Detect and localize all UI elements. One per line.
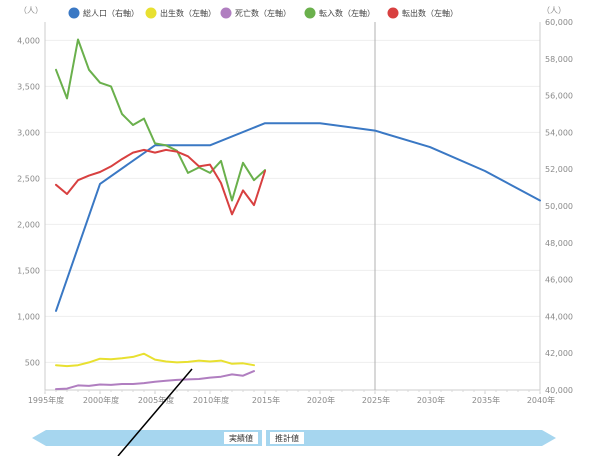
axes: 500 1,000 1,500 2,000 2,500 3,000 3,500 4,000 40… [17, 6, 573, 405]
left-tick-label: 1,000 [17, 312, 40, 321]
projected-label-box [270, 432, 304, 444]
series-line-3 [55, 38, 266, 202]
x-tick-label: 2005年度 [138, 395, 174, 405]
legend-marker [68, 7, 80, 19]
left-tick-label: 3,000 [17, 128, 40, 137]
right-axis-unit: （人） [542, 6, 566, 15]
x-tick-label: 2030年 [417, 395, 445, 405]
projected-period-label: 推計値 [275, 433, 299, 443]
right-tick-label: 46,000 [545, 276, 573, 285]
left-axis-unit: （人） [19, 6, 43, 15]
left-tick-label: 500 [25, 358, 40, 367]
left-tick-label: 1,500 [17, 266, 40, 275]
right-tick-label: 42,000 [545, 349, 573, 358]
x-tick-label: 2035年 [472, 395, 500, 405]
callout-pointer-line [117, 368, 193, 457]
left-tick-label: 2,500 [17, 174, 40, 183]
actual-period-label: 実績値 [229, 433, 253, 443]
x-tick-label: 2015年 [252, 395, 280, 405]
actual-period-arrow [32, 430, 262, 446]
legend-label: 出生数（左軸） [160, 8, 216, 18]
left-tick-label: 4,000 [17, 36, 40, 45]
x-tick-label: 2040年 [527, 395, 555, 405]
series-lines [55, 38, 541, 391]
legend: 総人口（右軸） 出生数（左軸） 死亡数（左軸） 転入数（左軸） 転出数（左軸） [68, 7, 458, 19]
right-tick-label: 60,000 [545, 18, 573, 27]
right-tick-label: 54,000 [545, 128, 573, 137]
series-line-0 [55, 122, 541, 312]
grid-lines [45, 39, 540, 363]
series-line-4 [55, 148, 266, 216]
right-tick-label: 56,000 [545, 92, 573, 101]
left-tick-label: 3,500 [17, 82, 40, 91]
right-tick-label: 50,000 [545, 202, 573, 211]
legend-label: 転出数（左軸） [402, 8, 458, 18]
right-tick-label: 40,000 [545, 386, 573, 395]
legend-marker [220, 7, 232, 19]
right-tick-label: 44,000 [545, 312, 573, 321]
series-line-1 [55, 352, 255, 368]
right-tick-label: 48,000 [545, 239, 573, 248]
legend-marker [304, 7, 316, 19]
x-tick-label: 2020年 [307, 395, 335, 405]
x-tick-label: 2000年度 [83, 395, 119, 405]
right-tick-label: 52,000 [545, 165, 573, 174]
right-tick-label: 58,000 [545, 55, 573, 64]
legend-marker [145, 7, 157, 19]
x-tick-label: 1995年度 [28, 395, 64, 405]
x-tick-label: 2025年 [362, 395, 390, 405]
x-tick-label: 2010年度 [193, 395, 229, 405]
projected-period-arrow [266, 430, 556, 446]
series-line-2 [55, 370, 255, 391]
legend-label: 転入数（左軸） [319, 8, 375, 18]
legend-marker [387, 7, 399, 19]
legend-label: 死亡数（左軸） [235, 8, 291, 18]
left-tick-label: 2,000 [17, 220, 40, 229]
period-band: 実績値 推計値 [32, 430, 556, 446]
actual-label-box [224, 432, 258, 444]
legend-label: 総人口（右軸） [83, 8, 139, 18]
